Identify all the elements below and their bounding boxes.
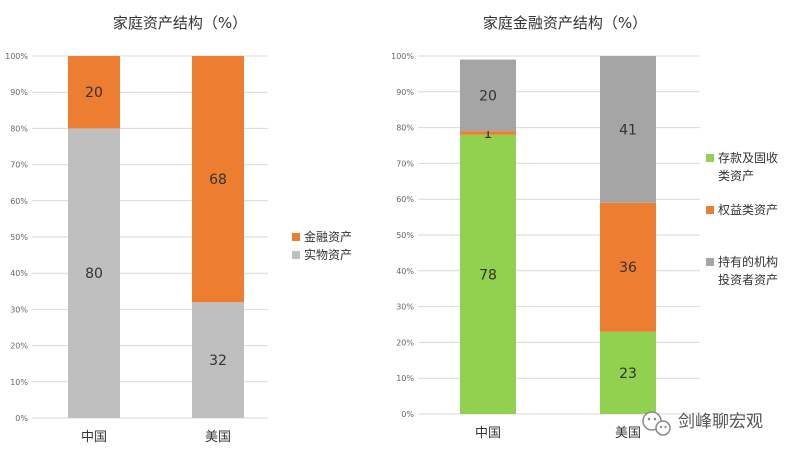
y-tick-label: 60% bbox=[10, 197, 28, 206]
y-tick-label: 40% bbox=[396, 267, 414, 276]
data-label: 80 bbox=[85, 266, 103, 282]
y-tick-labels: 0% 10% 20% 30% 40% 50% 60% 70% 80% 90% 100% bbox=[5, 52, 28, 423]
legend-label: 投资者资产 bbox=[718, 272, 778, 287]
household-financial-asset-chart: 家庭金融资产结构（%） 0% 10% 20% 30% 40% 50% 60% 70% 80% 90… bbox=[391, 14, 778, 441]
bar-segment bbox=[460, 134, 516, 414]
bar-segment bbox=[192, 302, 244, 418]
category-label: 美国 bbox=[615, 426, 641, 441]
bar-segment bbox=[68, 56, 120, 129]
y-tick-label: 0% bbox=[15, 414, 28, 423]
data-label: 23 bbox=[619, 366, 637, 382]
data-label: 36 bbox=[619, 260, 637, 276]
legend-label: 类资产 bbox=[718, 169, 754, 183]
category-labels: 中国 美国 bbox=[475, 426, 641, 441]
household-asset-chart: 家庭资产结构（%） 0% 10% 20% 30% 40% 50% 60% 70% 80% 90% 1… bbox=[5, 14, 352, 445]
data-label: 1 bbox=[484, 126, 493, 142]
y-tick-label: 30% bbox=[10, 305, 28, 314]
legend-swatch bbox=[706, 206, 714, 214]
legend-label: 权益类资产 bbox=[718, 203, 778, 217]
y-tick-label: 10% bbox=[396, 374, 414, 383]
y-tick-label: 70% bbox=[396, 159, 414, 168]
legend-swatch bbox=[292, 233, 300, 241]
bar-segment bbox=[600, 56, 656, 203]
data-label: 32 bbox=[209, 353, 227, 369]
y-tick-label: 60% bbox=[396, 195, 414, 204]
watermark-text: 剑峰聊宏观 bbox=[678, 412, 763, 432]
y-tick-label: 20% bbox=[396, 338, 414, 347]
y-tick-label: 80% bbox=[396, 124, 414, 133]
legend-swatch bbox=[706, 258, 714, 266]
watermark: 剑峰聊宏观 bbox=[642, 411, 763, 436]
legend-label: 存款及固收 bbox=[718, 151, 778, 165]
y-tick-label: 20% bbox=[10, 342, 28, 351]
data-label: 68 bbox=[209, 172, 227, 188]
y-tick-label: 70% bbox=[10, 161, 28, 170]
bar-segment bbox=[68, 128, 120, 418]
y-tick-label: 0% bbox=[401, 410, 414, 419]
legend-label: 持有的机构 bbox=[718, 254, 778, 269]
bars: 80 20 32 68 bbox=[68, 56, 244, 418]
legend-swatch bbox=[292, 251, 300, 259]
bars: 78 1 20 23 36 41 bbox=[460, 56, 656, 414]
y-tick-label: 100% bbox=[5, 52, 28, 61]
bar-segment bbox=[600, 202, 656, 332]
y-tick-label: 40% bbox=[10, 269, 28, 278]
bar-segment bbox=[460, 59, 516, 132]
bar-segment bbox=[600, 331, 656, 414]
y-tick-label: 90% bbox=[10, 88, 28, 97]
bar-segment bbox=[460, 131, 516, 135]
y-tick-label: 80% bbox=[10, 124, 28, 133]
bar-segment bbox=[192, 56, 244, 303]
chart-title: 家庭金融资产结构（%） bbox=[483, 14, 647, 32]
data-label: 20 bbox=[85, 85, 103, 101]
y-tick-label: 30% bbox=[396, 303, 414, 312]
chart-title: 家庭资产结构（%） bbox=[113, 14, 247, 32]
wechat-icon bbox=[642, 411, 671, 436]
category-label: 美国 bbox=[205, 430, 231, 445]
data-label: 41 bbox=[619, 122, 637, 138]
y-tick-label: 90% bbox=[396, 88, 414, 97]
y-tick-labels: 0% 10% 20% 30% 40% 50% 60% 70% 80% 90% 100% bbox=[391, 52, 414, 419]
data-label: 20 bbox=[479, 88, 497, 104]
legend-label: 金融资产 bbox=[304, 229, 352, 244]
legend-swatch bbox=[706, 154, 714, 162]
y-tick-label: 100% bbox=[391, 52, 414, 61]
y-tick-label: 50% bbox=[396, 231, 414, 240]
data-label: 78 bbox=[479, 267, 497, 283]
category-label: 中国 bbox=[475, 426, 501, 441]
y-tick-label: 10% bbox=[10, 378, 28, 387]
category-label: 中国 bbox=[81, 430, 107, 445]
legend-label: 实物资产 bbox=[304, 247, 352, 262]
category-labels: 中国 美国 bbox=[81, 430, 231, 445]
y-tick-label: 50% bbox=[10, 233, 28, 242]
